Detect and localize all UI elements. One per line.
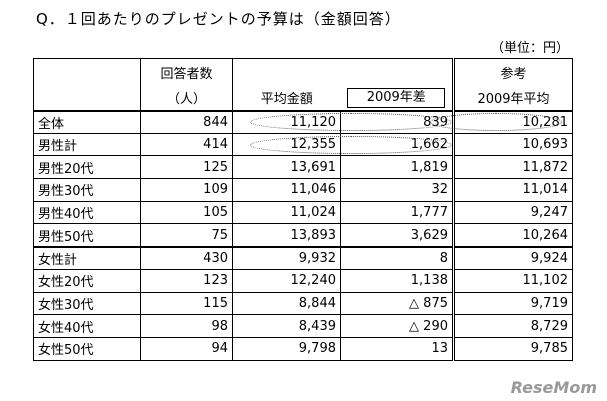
value-cell: 105 (140, 200, 233, 225)
corner (33, 58, 141, 111)
value-cell: 3,629 (340, 223, 454, 248)
table-row: 女性計 430 9,932 8 9,924 (33, 245, 573, 270)
value-cell: 13 (340, 336, 454, 361)
value-cell: 1,138 (340, 268, 454, 293)
header-cell (232, 58, 454, 86)
value-cell: 11,102 (452, 268, 573, 293)
row-label: 女性20代 (33, 268, 141, 293)
value-cell: 94 (140, 336, 233, 361)
highlight (430, 113, 562, 131)
row-label: 男性計 (33, 132, 141, 157)
value-cell: △ 290 (340, 314, 454, 338)
value-cell: 9,247 (452, 200, 573, 225)
budget-table: 回答者数 参考 （人） 平均金額 2009年差 2009年平均 全体 844 11,… (33, 58, 573, 361)
title: Q．１回あたりのプレゼントの予算は（金額回答） (36, 10, 401, 28)
header-cell: 2009年平均 (452, 85, 573, 111)
table-row: 女性40代 98 8,439 △ 290 8,729 (33, 314, 573, 338)
header-cell: 2009年差 (340, 85, 454, 111)
value-cell: 98 (140, 314, 233, 338)
logo: ReseMom (510, 378, 597, 397)
table-row: 女性30代 115 8,844 △ 875 9,719 (33, 291, 573, 316)
value-cell: △ 875 (340, 291, 454, 316)
value-cell: 414 (140, 132, 233, 157)
value-cell: 10,693 (452, 132, 573, 157)
value-cell: 8,844 (232, 291, 341, 316)
table-row: 男性20代 125 13,691 1,819 11,872 (33, 155, 573, 180)
value-cell: 32 (340, 178, 454, 202)
header-cell: 回答者数 (140, 58, 233, 86)
row-label: 全体 (33, 109, 141, 134)
row-label: 男性20代 (33, 155, 141, 180)
value-cell: 11,872 (452, 155, 573, 180)
value-cell: 125 (140, 155, 233, 180)
value-cell: 8 (340, 245, 454, 270)
value-cell: 9,798 (232, 336, 341, 361)
value-cell: 844 (140, 109, 233, 134)
header-box: 2009年差 (347, 87, 446, 108)
value-cell: 13,691 (232, 155, 341, 180)
table-row: 女性50代 94 9,798 13 9,785 (33, 336, 573, 361)
row-label: 女性30代 (33, 291, 141, 316)
value-cell: 8,439 (232, 314, 341, 338)
value-cell: 11,014 (452, 178, 573, 202)
value-cell: 1,819 (340, 155, 454, 180)
table-row: 女性20代 123 12,240 1,138 11,102 (33, 268, 573, 293)
highlight (250, 113, 452, 131)
value-cell: 115 (140, 291, 233, 316)
value-cell: 75 (140, 223, 233, 248)
table-row: 男性30代 109 11,046 32 11,014 (33, 178, 573, 202)
value-cell: 10,264 (452, 223, 573, 248)
value-cell: 1,777 (340, 200, 454, 225)
value-cell: 9,719 (452, 291, 573, 316)
highlight (250, 136, 452, 154)
row-label: 女性計 (33, 245, 141, 270)
value-cell: 430 (140, 245, 233, 270)
row-label: 男性40代 (33, 200, 141, 225)
value-cell: 9,785 (452, 336, 573, 361)
value-cell: 11,024 (232, 200, 341, 225)
header-cell: （人） (140, 85, 233, 111)
row-label: 女性50代 (33, 336, 141, 361)
value-cell: 109 (140, 178, 233, 202)
table-row: 男性50代 75 13,893 3,629 10,264 (33, 223, 573, 248)
value-cell: 123 (140, 268, 233, 293)
table-row: 男性40代 105 11,024 1,777 9,247 (33, 200, 573, 225)
header-cell: 平均金額 (232, 85, 341, 111)
unit: （単位：円） (490, 41, 569, 56)
value-cell: 11,046 (232, 178, 341, 202)
row-label: 女性40代 (33, 314, 141, 338)
value-cell: 9,932 (232, 245, 341, 270)
value-cell: 12,240 (232, 268, 341, 293)
row-label: 男性30代 (33, 178, 141, 202)
row-label: 男性50代 (33, 223, 141, 248)
header-cell: 参考 (452, 58, 573, 86)
value-cell: 9,924 (452, 245, 573, 270)
value-cell: 13,893 (232, 223, 341, 248)
value-cell: 8,729 (452, 314, 573, 338)
